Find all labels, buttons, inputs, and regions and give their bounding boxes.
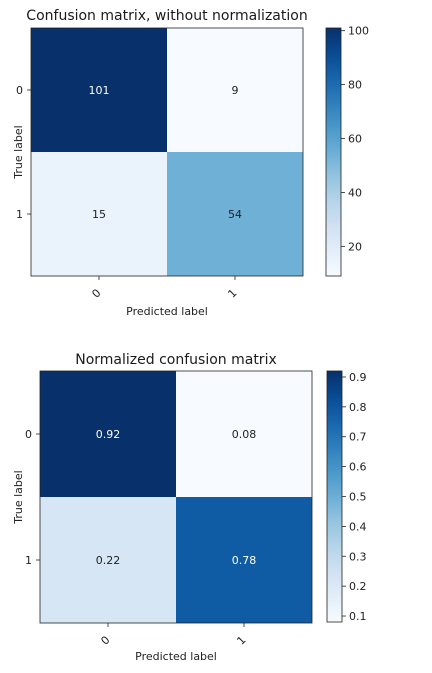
heatmap-cell bbox=[167, 152, 303, 276]
colorbar-tick-label: 0.1 bbox=[349, 610, 367, 623]
chart-title: Normalized confusion matrix bbox=[75, 352, 277, 368]
heatmap-cell bbox=[40, 371, 176, 497]
y-tick-label: 1 bbox=[16, 208, 23, 221]
x-axis-label: Predicted label bbox=[135, 650, 217, 663]
colorbar-tick-label: 0.8 bbox=[349, 401, 367, 414]
y-tick-label: 0 bbox=[25, 428, 32, 441]
chart-0: Confusion matrix, without normalization 1… bbox=[12, 8, 369, 318]
cell-value-label: 0.78 bbox=[232, 554, 257, 567]
cell-value-label: 101 bbox=[89, 84, 110, 97]
colorbar-tick-label: 20 bbox=[348, 240, 362, 253]
colorbar bbox=[325, 27, 342, 277]
colorbar-tick-label: 0.4 bbox=[349, 520, 367, 533]
heatmap-cell bbox=[31, 152, 167, 276]
colorbar-tick-label: 40 bbox=[348, 186, 362, 199]
heatmap-cell bbox=[167, 28, 303, 152]
colorbar-tick-label: 80 bbox=[348, 79, 362, 92]
x-axis-label: Predicted label bbox=[126, 305, 208, 318]
chart-1: Normalized confusion matrix 0.92 0.08 0.22 0… bbox=[12, 352, 367, 663]
colorbar-tick-label: 0.6 bbox=[349, 461, 367, 474]
x-tick-label: 1 bbox=[234, 633, 248, 647]
heatmap-cell bbox=[176, 371, 312, 497]
cell-value-label: 0.08 bbox=[232, 428, 257, 441]
colorbar-tick-label: 0.2 bbox=[349, 580, 367, 593]
x-tick-label: 1 bbox=[225, 286, 239, 300]
heatmap-cell bbox=[176, 497, 312, 623]
heatmap-cell bbox=[31, 28, 167, 152]
colorbar-tick-label: 60 bbox=[348, 133, 362, 146]
colorbar bbox=[326, 370, 343, 623]
chart-title: Confusion matrix, without normalization bbox=[26, 8, 307, 24]
y-axis-label: True label bbox=[12, 125, 25, 179]
cell-value-label: 0.22 bbox=[96, 554, 121, 567]
y-tick-label: 0 bbox=[16, 84, 23, 97]
colorbar-tick-label: 0.7 bbox=[349, 431, 367, 444]
colorbar-tick-label: 100 bbox=[348, 25, 369, 38]
y-tick-label: 1 bbox=[25, 554, 32, 567]
cell-value-label: 54 bbox=[228, 208, 242, 221]
cell-value-label: 9 bbox=[232, 84, 239, 97]
colorbar-tick-label: 0.9 bbox=[349, 371, 367, 384]
plot-frame bbox=[39, 370, 313, 624]
x-tick-label: 0 bbox=[98, 633, 112, 647]
heatmap-cell bbox=[40, 497, 176, 623]
colorbar-tick-label: 0.5 bbox=[349, 491, 367, 504]
y-axis-label: True label bbox=[12, 470, 25, 524]
colorbar-tick-label: 0.3 bbox=[349, 550, 367, 563]
x-tick-label: 0 bbox=[89, 286, 103, 300]
plot-frame bbox=[30, 27, 304, 277]
cell-value-label: 15 bbox=[92, 208, 106, 221]
cell-value-label: 0.92 bbox=[96, 428, 121, 441]
